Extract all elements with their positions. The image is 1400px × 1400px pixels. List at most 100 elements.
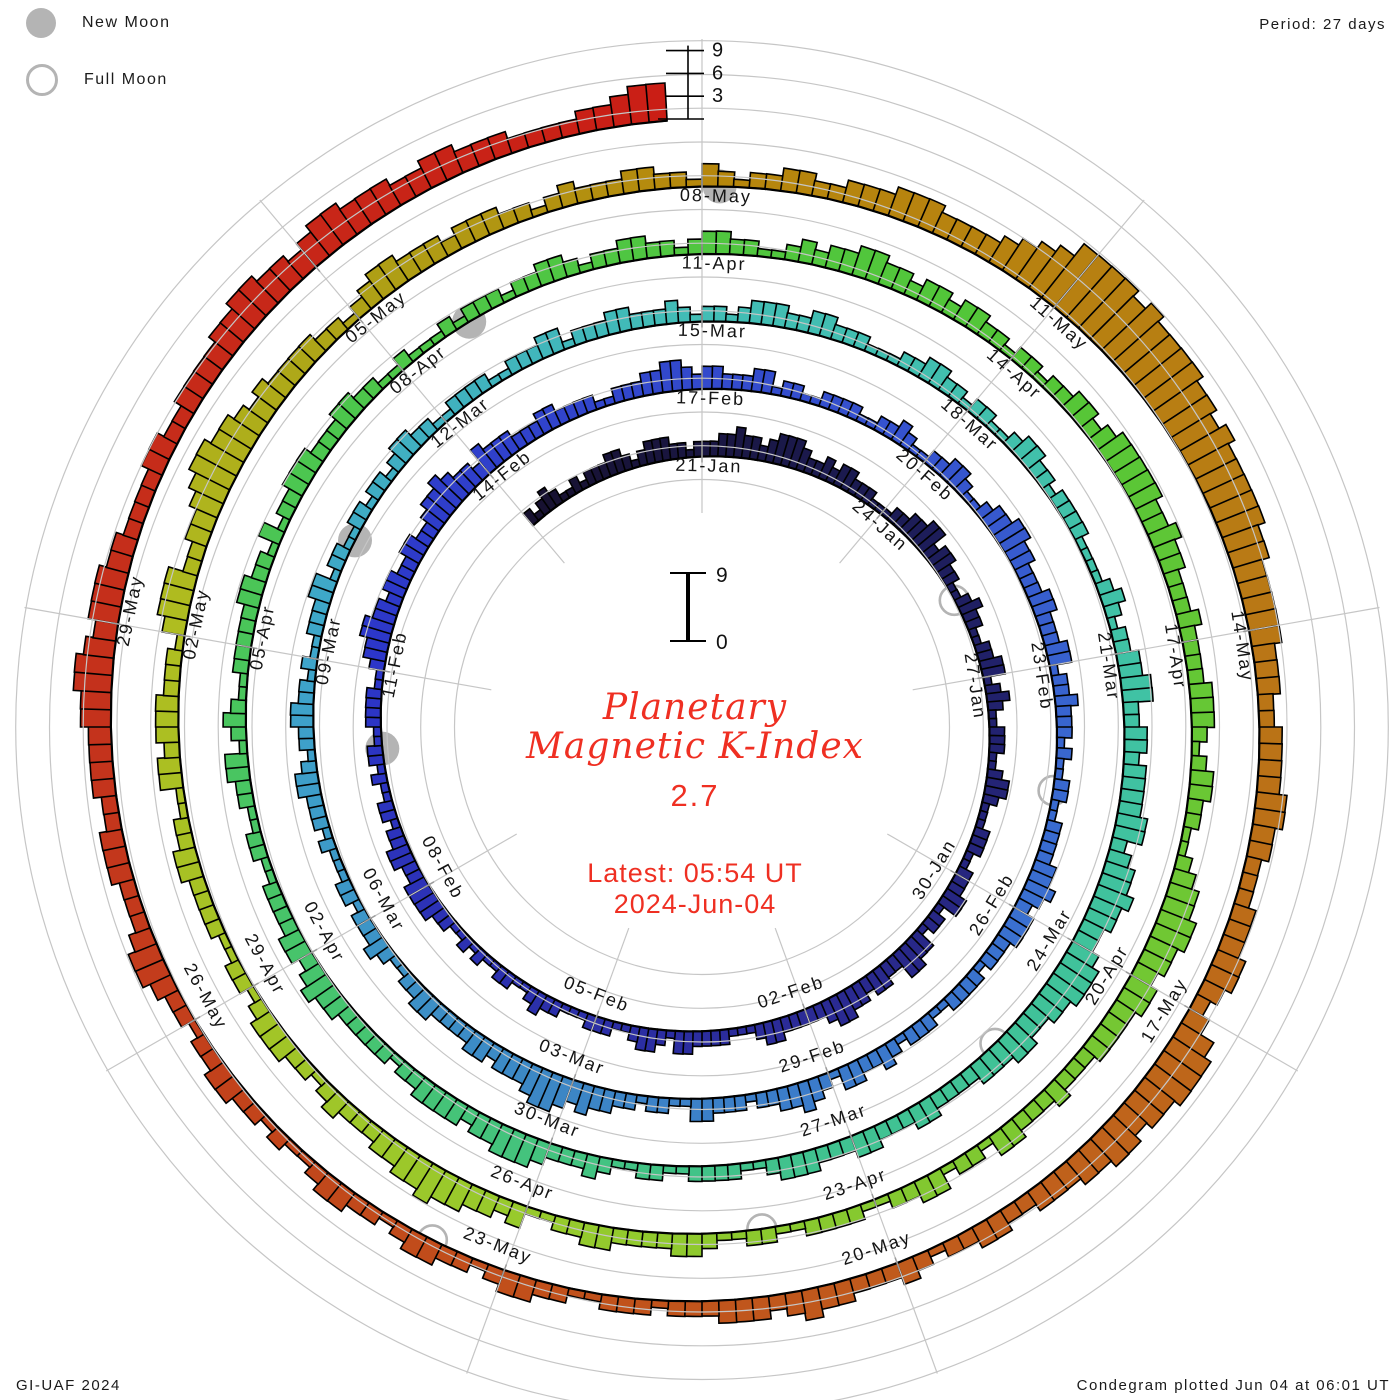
date-label: 17-Feb: [676, 387, 746, 409]
day-tick: [310, 657, 324, 661]
k-bar: [716, 170, 736, 188]
day-tick: [593, 1010, 600, 1024]
day-tick: [950, 869, 963, 878]
k-bar: [652, 172, 672, 191]
k-bar: [1122, 700, 1140, 716]
k-bar: [726, 1162, 743, 1181]
k-bar: [154, 709, 180, 728]
date-label: 08-May: [680, 185, 753, 207]
k-index-bars: [72, 82, 1288, 1325]
k-bar: [644, 241, 663, 260]
new-moon-label: New Moon: [82, 14, 171, 31]
k-bar: [1188, 681, 1214, 700]
k-bar: [1123, 713, 1141, 729]
k-bar: [155, 725, 180, 744]
k-bar: [712, 305, 728, 323]
day-tick: [1176, 640, 1190, 645]
k-bar: [632, 1297, 653, 1316]
k-bar: [1055, 715, 1073, 729]
period-label: Period: 27 days: [1259, 16, 1386, 33]
k-bar: [669, 1232, 689, 1258]
outer-scale-label: 3: [712, 85, 723, 107]
day-tick: [825, 1066, 832, 1080]
k-bar: [683, 1300, 703, 1318]
k-bar: [154, 693, 180, 713]
k-bar: [223, 752, 250, 770]
polar-grid: [15, 39, 1389, 1400]
date-label: 21-Jan: [675, 455, 743, 477]
day-tick: [570, 1073, 577, 1087]
k-bar: [300, 759, 319, 775]
day-tick: [484, 468, 494, 479]
day-tick: [188, 1016, 201, 1024]
k-bar: [701, 305, 716, 323]
grid-radial: [839, 199, 1145, 564]
k-bar: [230, 725, 248, 742]
day-tick: [876, 508, 886, 520]
k-bar: [88, 742, 114, 764]
k-bar: [79, 689, 113, 711]
k-bar: [1123, 726, 1149, 742]
k-bar: [1255, 675, 1282, 696]
legend-new-moon: New Moon: [26, 8, 170, 38]
k-bar: [658, 239, 676, 258]
day-tick: [305, 948, 318, 957]
day-tick: [1043, 663, 1057, 668]
day-tick: [1006, 353, 1016, 364]
k-bar: [90, 777, 117, 799]
day-tick: [246, 982, 259, 991]
day-tick: [963, 404, 973, 416]
date-label: 11-Apr: [682, 252, 747, 274]
day-tick: [1243, 628, 1257, 633]
k-bar: [655, 1231, 674, 1250]
k-bar: [1257, 709, 1276, 729]
new-moon-icon: [26, 8, 56, 38]
day-tick: [1008, 903, 1021, 912]
k-bar: [700, 1232, 719, 1250]
day-tick: [501, 1264, 508, 1277]
k-bar: [1053, 693, 1079, 708]
k-bar: [744, 1228, 764, 1247]
k-bar: [1258, 726, 1284, 746]
day-tick: [848, 1130, 855, 1144]
k-bar: [713, 1164, 730, 1182]
k-bar: [1190, 711, 1216, 729]
k-bar: [222, 711, 247, 728]
k-scale-min-label: 0: [716, 631, 728, 654]
day-tick: [376, 668, 390, 673]
k-bar: [1257, 742, 1284, 763]
day-tick: [441, 416, 451, 428]
day-tick: [977, 675, 991, 680]
date-label: 15-Mar: [678, 320, 748, 342]
k-bar: [722, 1095, 737, 1114]
k-bar: [666, 1299, 687, 1318]
plotted-timestamp: Condegram plotted Jun 04 at 06:01 UT: [1076, 1377, 1390, 1394]
grid-radial: [912, 606, 1380, 691]
day-tick: [1049, 301, 1060, 313]
k-bar: [644, 82, 668, 124]
k-bar: [162, 678, 181, 698]
k-bar: [709, 1029, 722, 1047]
k-bar: [700, 1299, 720, 1317]
day-tick: [354, 312, 364, 324]
k-bar: [687, 1165, 703, 1183]
day-tick: [801, 1003, 808, 1017]
outer-k-scale: 369: [658, 40, 723, 120]
credit-label: GI-UAF 2024: [16, 1377, 121, 1394]
day-tick: [1110, 652, 1124, 656]
day-tick: [524, 1200, 531, 1214]
grid-radial: [24, 606, 492, 691]
day-tick: [871, 1193, 878, 1207]
k-bar: [1189, 754, 1208, 773]
k-bar: [163, 740, 181, 760]
k-bar: [298, 737, 316, 752]
k-bar: [691, 1030, 703, 1048]
k-scale-legend: 9 0: [670, 564, 728, 654]
grid-radial: [774, 927, 938, 1374]
spiral-baseline: [109, 119, 1261, 1303]
k-bar: [1190, 726, 1208, 743]
k-bar: [156, 756, 183, 776]
k-scale-max-label: 9: [716, 564, 728, 587]
